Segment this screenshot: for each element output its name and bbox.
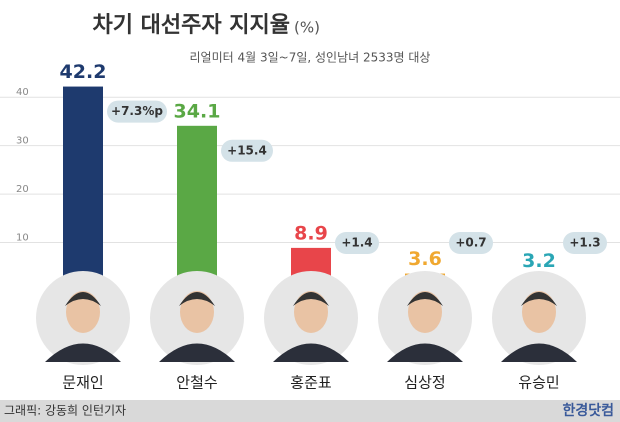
portrait-face xyxy=(294,291,328,333)
portrait-face xyxy=(522,291,556,333)
change-pill xyxy=(563,232,607,254)
credit: 그래픽: 강동희 인턴기자 xyxy=(4,404,126,418)
change-label: +1.4 xyxy=(341,236,372,250)
value-label: 42.2 xyxy=(60,61,107,83)
value-label: 8.9 xyxy=(294,222,328,244)
category-label: 심상정 xyxy=(404,374,445,392)
value-label: 3.2 xyxy=(522,250,556,272)
portrait-hair xyxy=(65,292,101,306)
change-pill xyxy=(221,139,273,162)
portrait-face xyxy=(180,291,214,333)
footer-bar xyxy=(0,400,620,422)
portrait-body xyxy=(159,343,235,362)
portrait-body xyxy=(501,343,577,362)
change-label: +0.7 xyxy=(455,236,486,250)
portrait-hair xyxy=(521,292,557,306)
portrait-body xyxy=(387,343,463,362)
portrait-body xyxy=(273,343,349,362)
change-pill xyxy=(107,100,167,123)
bar xyxy=(63,86,103,291)
change-label: +1.3 xyxy=(569,236,600,250)
value-label: 34.1 xyxy=(174,100,221,122)
category-label: 유승민 xyxy=(518,374,559,392)
y-tick-label: 20 xyxy=(16,184,29,195)
title-unit: (%) xyxy=(294,19,320,37)
value-label: 3.6 xyxy=(408,248,442,270)
portrait-face xyxy=(66,291,100,333)
portrait-hair xyxy=(407,292,443,306)
portrait-face xyxy=(408,291,442,333)
source: 한경닷컴 xyxy=(562,402,614,419)
y-tick-label: 10 xyxy=(16,233,29,244)
subtitle: 리얼미터 4월 3일~7일, 성인남녀 2533명 대상 xyxy=(190,51,431,65)
portrait-hair xyxy=(293,292,329,306)
portrait-body xyxy=(45,343,121,362)
change-pill xyxy=(449,232,493,254)
category-label: 안철수 xyxy=(176,374,217,392)
y-tick-label: 30 xyxy=(16,136,29,147)
portrait-hair xyxy=(179,292,215,306)
category-label: 문재인 xyxy=(62,374,103,392)
chart-title: 차기 대선주자 지지율 xyxy=(93,13,290,38)
change-pill xyxy=(335,232,379,254)
y-tick-label: 40 xyxy=(16,87,29,98)
change-label: +7.3%p xyxy=(111,104,163,118)
change-label: +15.4 xyxy=(227,143,267,157)
category-label: 홍준표 xyxy=(290,374,332,392)
bar xyxy=(177,125,217,291)
